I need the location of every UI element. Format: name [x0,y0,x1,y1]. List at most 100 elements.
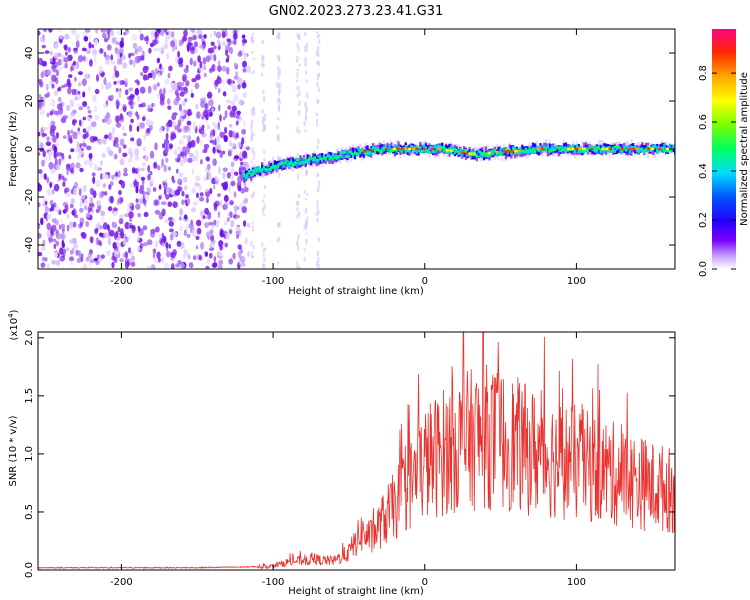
spectrogram-trace-cell [513,146,517,151]
snr-y-scale-suffix: ) [9,309,20,313]
spectrogram-trace-cell [250,173,253,176]
spectrogram-trace-cell [550,150,553,153]
spectrogram-trace-cell [344,149,347,154]
spectrogram-noise-blob [122,144,127,149]
spectrogram-noise-blob [175,263,181,268]
spectrogram-noise-blob [195,149,200,155]
spectrogram-noise-blob [215,180,219,185]
spectrogram-streak [263,213,266,217]
spectrogram-noise-blob [165,194,170,200]
spectrogram-noise-blob [54,251,58,259]
spectrogram-noise-blob [161,66,164,74]
spectrogram-streak [277,134,280,140]
spectrogram-streak [315,212,318,216]
spectrogram-noise-blob [233,210,238,216]
spectrogram-streak [277,222,280,228]
spectrogram-trace-cell [341,151,344,154]
spectrogram-trace-cell [302,160,305,166]
spectrogram-trace-cell [586,150,589,153]
spectrogram-trace-cell [370,151,373,155]
spectrogram-streak [303,189,306,194]
spectrogram-noise-blob [70,148,75,153]
spectrogram-noise-blob [69,99,75,108]
spectrogram-noise-blob [195,103,199,110]
spectrogram-noise-blob [83,160,88,166]
spectrogram-trace-cell [319,157,322,160]
spectrogram-streak [296,261,299,266]
spectrogram-trace-cell [402,147,406,151]
spectrogram-noise-blob [48,151,52,157]
spectrogram-trace-cell [670,148,673,153]
spectrogram-noise-blob [123,167,128,173]
spectrogram-streak [317,87,320,93]
spectrogram-noise-blob [183,248,187,256]
spectrogram-trace-cell [326,153,329,158]
spectrogram-noise-blob [117,57,120,66]
spectrogram-trace-cell [564,146,568,149]
spectrogram-noise-blob [221,31,226,39]
spectrogram-noise-blob [172,201,178,209]
spectrogram-noise-blob [204,222,209,229]
spectrogram-noise-blob [74,76,77,82]
spectrogram-noise-blob [182,125,188,134]
spectrogram-trace-cell [251,169,254,172]
spectrogram-noise-blob [143,66,149,70]
spectrogram-noise-blob [115,115,120,123]
spectrogram-noise-blob [180,262,185,269]
spectrogram-noise-blob [115,230,119,239]
spectrogram-y-axis-label: Frequency (Hz) [8,111,19,187]
spectrogram-noise-blob [163,182,168,190]
spectrogram-trace-cell [352,147,355,156]
spectrogram-streak [261,58,264,62]
spectrogram-noise-blob [130,261,136,267]
spectrogram-noise-blob [115,49,120,55]
spectrogram-noise-blob [242,60,247,68]
spectrogram-noise-blob [73,109,77,114]
spectrogram-hot-cell [517,149,522,153]
spectrogram-noise-blob [53,202,57,208]
spectrogram-noise-blob [82,143,87,148]
spectrogram-streak [263,116,266,122]
spectrogram-noise-blob [54,42,59,49]
spectrogram-noise-blob [83,36,89,42]
spectrogram-streak [297,85,300,90]
spectrogram-streak [251,147,254,154]
spectrogram-noise-blob [76,154,82,160]
spectrogram-trace-cell [317,154,320,161]
spectrogram-streak [252,156,255,160]
spectrogram-noise-blob [116,30,122,36]
spectrogram-noise-blob [42,133,47,137]
spectrogram-noise-blob [142,242,148,247]
spectrogram-noise-blob [140,167,145,172]
spectrogram-trace-cell [539,145,542,149]
spectrogram-trace-cell [261,168,264,171]
spectrogram-noise-blob [165,157,169,163]
spectrogram-trace-cell [266,168,269,172]
spectrogram-noise-blob [142,116,146,122]
spectrogram-noise-blob [94,38,98,46]
spectrogram-noise-blob [225,232,231,241]
spectrogram-streak [317,210,320,216]
spectrogram-trace-cell [464,149,467,160]
colorbar-tick-label: 0.0 [698,261,709,277]
spectrogram-streak [252,106,255,112]
spectrogram-noise-blob [65,51,68,56]
spectrogram-noise-blob [94,55,97,64]
spectrogram-noise-blob [243,220,247,227]
spectrogram-noise-blob [82,184,87,193]
spectrogram-noise-blob [136,114,140,120]
spectrogram-noise-blob [213,256,217,263]
spectrogram-noise-blob [83,205,88,211]
spectrogram-noise-blob [213,45,217,50]
spectrogram-noise-blob [173,45,178,50]
spectrogram-noise-blob [81,47,87,52]
spectrogram-trace-cell [388,147,391,153]
spectrogram-streak [262,199,265,203]
spectrogram-noise-blob [66,214,70,219]
spectrogram-trace-cell [443,145,446,149]
spectrogram-noise-blob [237,141,242,148]
snr-y-tick-label: 0.0 [24,562,35,578]
spectrogram-trace-cell [473,153,477,160]
spectrogram-noise-blob [161,256,165,264]
spectrogram-noise-blob [241,137,245,145]
